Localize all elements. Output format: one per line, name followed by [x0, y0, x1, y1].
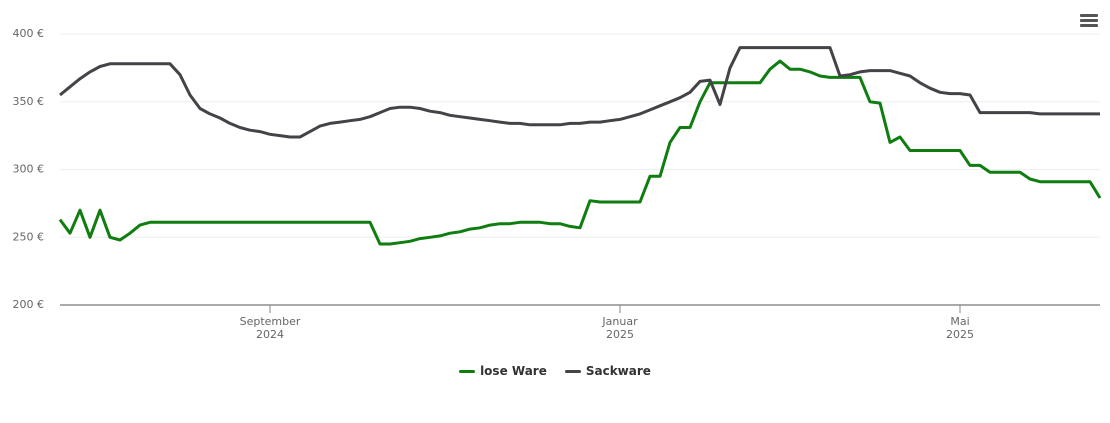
legend-label: Sackware	[585, 364, 651, 378]
legend: lose Ware Sackware	[0, 364, 1110, 378]
x-tick-label: September 2024	[239, 315, 301, 341]
legend-item: Sackware	[564, 364, 651, 378]
y-tick-label: 250 €	[13, 230, 45, 243]
legend-swatch	[459, 369, 476, 373]
y-tick-label: 400 €	[13, 27, 45, 40]
legend-label: lose Ware	[480, 364, 547, 378]
y-tick-label: 200 €	[13, 298, 45, 311]
y-tick-label: 350 €	[13, 95, 45, 108]
legend-item: lose Ware	[459, 364, 547, 378]
menu-button[interactable]	[1080, 14, 1098, 30]
y-tick-label: 300 €	[13, 163, 45, 176]
series-line	[58, 59, 1102, 246]
series-line	[59, 46, 1100, 139]
legend-swatch	[564, 369, 581, 373]
x-tick-label: Januar 2025	[602, 315, 638, 341]
x-tick-label: Mai 2025	[946, 315, 975, 341]
